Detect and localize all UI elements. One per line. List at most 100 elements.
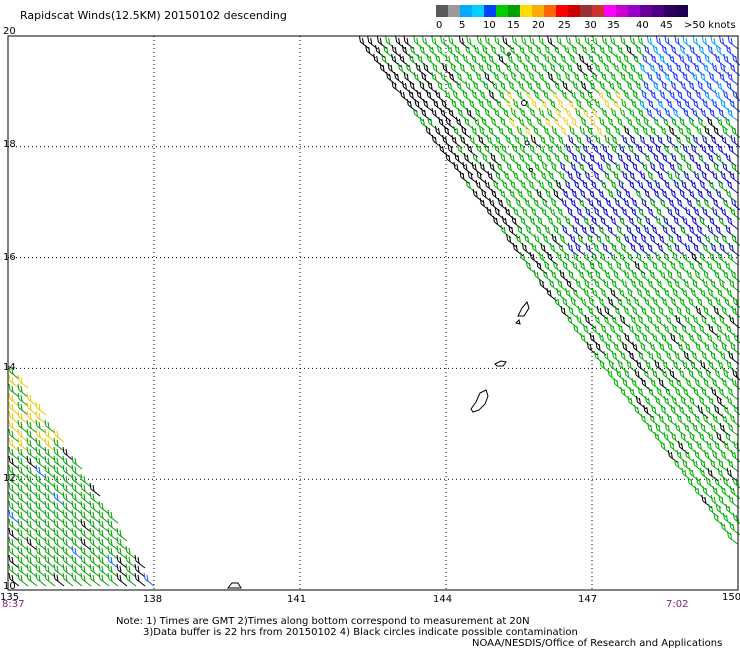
barb-flag bbox=[672, 251, 675, 259]
barb-shaft bbox=[680, 374, 690, 383]
barb-flag bbox=[26, 410, 29, 418]
barb-flag bbox=[559, 37, 562, 45]
barb-flag bbox=[725, 503, 728, 511]
barb-flag bbox=[709, 82, 712, 90]
barb-flag bbox=[733, 271, 736, 279]
barb-shaft bbox=[432, 113, 443, 122]
barb-flag bbox=[693, 206, 696, 214]
barb-shaft bbox=[624, 167, 635, 176]
barb-shaft bbox=[652, 410, 663, 419]
barb-flag bbox=[652, 332, 655, 340]
barb-flag bbox=[496, 73, 499, 81]
wind-barb bbox=[426, 89, 438, 104]
barb-flag bbox=[596, 305, 599, 313]
barb-flag bbox=[571, 188, 574, 196]
barb-shaft bbox=[586, 212, 597, 221]
barb-flag bbox=[493, 118, 496, 126]
barb-flag bbox=[437, 80, 440, 88]
barb-flag bbox=[470, 172, 473, 180]
barb-shaft bbox=[633, 95, 644, 104]
barb-flag bbox=[466, 35, 469, 43]
barb-flag bbox=[620, 298, 623, 306]
barb-flag bbox=[619, 262, 622, 270]
wind-barb bbox=[604, 233, 616, 248]
barb-flag bbox=[704, 37, 707, 45]
barb-flag bbox=[572, 127, 575, 135]
barb-flag bbox=[679, 415, 682, 423]
legend-swatch bbox=[556, 5, 568, 17]
wind-barb bbox=[573, 251, 584, 266]
barb-flag bbox=[667, 62, 670, 70]
barb-shaft bbox=[706, 374, 717, 383]
wind-barb bbox=[682, 143, 694, 158]
barb-flag bbox=[703, 269, 706, 277]
barb-shaft bbox=[690, 401, 701, 410]
barb-flag bbox=[577, 217, 580, 225]
wind-barb bbox=[696, 440, 708, 455]
barb-shaft bbox=[619, 185, 630, 194]
wind-barb bbox=[576, 98, 587, 113]
barb-shaft bbox=[486, 41, 496, 50]
barb-shaft bbox=[681, 437, 692, 446]
barb-flag bbox=[700, 406, 703, 414]
barb-flag bbox=[503, 190, 506, 198]
wind-barb bbox=[465, 179, 477, 194]
legend-swatch bbox=[472, 5, 484, 17]
barb-flag bbox=[584, 314, 587, 322]
barb-flag bbox=[404, 82, 407, 90]
barb-flag bbox=[720, 98, 723, 106]
barb-flag bbox=[556, 35, 559, 43]
barb-flag bbox=[536, 260, 539, 268]
barb-flag bbox=[679, 296, 682, 304]
barb-shaft bbox=[731, 68, 740, 77]
barb-flag bbox=[731, 233, 734, 241]
barb-flag bbox=[608, 343, 611, 351]
barb-shaft bbox=[520, 158, 530, 167]
barb-flag bbox=[684, 98, 687, 106]
barb-flag bbox=[673, 298, 676, 306]
barb-flag bbox=[448, 91, 451, 99]
barb-flag bbox=[601, 334, 604, 342]
barb-flag bbox=[516, 161, 519, 169]
barb-shaft bbox=[626, 194, 637, 203]
barb-shaft bbox=[657, 212, 668, 221]
barb-flag bbox=[681, 442, 684, 450]
wind-barb bbox=[624, 269, 636, 284]
barb-flag bbox=[373, 53, 376, 61]
barb-flag bbox=[674, 350, 677, 358]
barb-flag bbox=[702, 253, 705, 261]
barb-flag bbox=[704, 89, 707, 97]
barb-flag bbox=[699, 55, 702, 63]
barb-flag bbox=[659, 352, 662, 360]
barb-flag bbox=[679, 235, 682, 243]
barb-shaft bbox=[599, 59, 609, 68]
barb-flag bbox=[659, 341, 662, 349]
barb-flag bbox=[567, 62, 570, 70]
barb-shaft bbox=[733, 518, 740, 525]
wind-barb bbox=[707, 467, 719, 482]
barb-shaft bbox=[420, 86, 431, 95]
barb-flag bbox=[619, 251, 622, 259]
barb-flag bbox=[592, 82, 595, 90]
barb-flag bbox=[622, 253, 625, 261]
barb-shaft bbox=[516, 203, 527, 212]
barb-flag bbox=[726, 359, 729, 367]
barb-flag bbox=[537, 215, 540, 223]
barb-flag bbox=[697, 451, 700, 459]
wind-barb bbox=[633, 53, 645, 68]
barb-flag bbox=[610, 262, 613, 270]
barb-flag bbox=[565, 298, 568, 306]
barb-shaft bbox=[636, 122, 647, 131]
wind-barb bbox=[678, 404, 690, 419]
barb-flag bbox=[562, 188, 565, 196]
barb-flag bbox=[541, 73, 544, 81]
barb-flag bbox=[484, 35, 487, 43]
barb-flag bbox=[699, 127, 702, 135]
barb-flag bbox=[700, 107, 703, 115]
barb-flag bbox=[676, 98, 679, 106]
barb-flag bbox=[616, 188, 619, 196]
barb-shaft bbox=[598, 266, 609, 275]
barb-flag bbox=[487, 37, 490, 45]
barb-flag bbox=[664, 127, 667, 135]
wind-barb bbox=[462, 53, 474, 68]
